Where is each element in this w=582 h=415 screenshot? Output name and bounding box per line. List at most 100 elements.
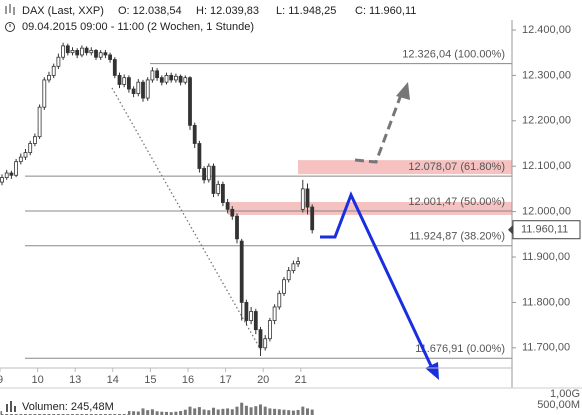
- fib-label: 12.078,07 (61.80%): [408, 161, 505, 173]
- candle-body: [61, 45, 65, 58]
- candle-body: [267, 320, 272, 340]
- candle-body: [65, 45, 70, 54]
- candle-body: [0, 177, 4, 183]
- candle-body: [84, 47, 89, 54]
- clock-icon: [5, 22, 15, 32]
- projection-down: [320, 191, 434, 369]
- candle-body: [263, 338, 268, 349]
- trend-layer: [111, 87, 263, 353]
- candle-body: [277, 292, 282, 308]
- candle-body: [230, 208, 235, 217]
- candle-body: [28, 143, 33, 153]
- subtitle: 09.04.2015 09:00 - 11:00 (2 Wochen, 1 St…: [22, 21, 254, 33]
- y-tick-label: 11.800,00: [522, 296, 570, 308]
- volume-bar: [160, 411, 164, 415]
- candle-body: [4, 172, 9, 178]
- arrowhead: [425, 362, 439, 380]
- volume-bar: [136, 411, 140, 415]
- projection-up: [354, 91, 404, 164]
- volume-bar: [221, 408, 225, 415]
- volume-bar: [296, 409, 300, 415]
- candle-body: [122, 77, 127, 85]
- volume-bar: [301, 406, 305, 415]
- volume-bar: [306, 408, 309, 415]
- volume-bar: [254, 406, 258, 415]
- volume-bar: [202, 409, 206, 415]
- y-tick-label: 12.100,00: [522, 160, 571, 172]
- candle-body: [89, 50, 94, 54]
- volume-bar: [268, 408, 272, 415]
- candle-body: [216, 183, 221, 194]
- candle-body: [14, 161, 19, 176]
- trend-line: [111, 87, 263, 353]
- volume-bar: [132, 411, 136, 415]
- last-price-label: 11.960,11: [521, 224, 568, 236]
- candle-body: [98, 52, 103, 58]
- candle-body: [169, 74, 174, 81]
- candle-body: [150, 70, 155, 81]
- arrowhead: [396, 82, 410, 100]
- candle-body: [239, 240, 244, 303]
- y-tick-label: 12.200,00: [522, 115, 571, 127]
- volume-legend-bg: [2, 398, 128, 414]
- candle-body: [136, 81, 141, 94]
- volume-bar: [249, 407, 253, 415]
- candle-body: [197, 143, 202, 169]
- fib-label: 11.676,91 (0.00%): [415, 343, 505, 355]
- candle-body: [220, 183, 225, 203]
- candle-body: [33, 136, 37, 144]
- volume-tick-label: 500,00M: [537, 399, 580, 411]
- y-tick-label: 12.000,00: [522, 206, 571, 218]
- volume-bar: [235, 406, 239, 415]
- candle-body: [18, 156, 23, 163]
- candles-layer: [0, 42, 315, 356]
- candle-body: [42, 79, 47, 108]
- candle-body: [103, 52, 108, 56]
- candle-body: [51, 65, 56, 76]
- volume-bar: [183, 409, 187, 415]
- candle-body: [117, 74, 122, 85]
- candle-body: [164, 74, 169, 83]
- ohlc-label: O: 12.038,54: [118, 5, 182, 17]
- fib-label: 12.001,47 (50.00%): [408, 196, 505, 208]
- candle-body: [272, 306, 277, 321]
- x-tick-label: 13: [69, 374, 81, 386]
- candle-body: [286, 270, 291, 281]
- fib-label: 11.924,87 (38.20%): [409, 231, 505, 243]
- volume-bar: [244, 405, 248, 415]
- candle-body: [145, 79, 150, 99]
- fib-zone: [298, 160, 512, 175]
- volume-bar: [127, 411, 131, 415]
- candle-body: [9, 172, 14, 176]
- ohlc-label: H: 12.039,83: [196, 5, 259, 17]
- candle-body: [127, 77, 131, 90]
- volume-bar: [174, 411, 178, 415]
- candle-body: [173, 75, 178, 81]
- y-tick-label: 11.700,00: [522, 342, 570, 354]
- x-tick-label: 9: [0, 374, 3, 386]
- volume-bar: [146, 410, 150, 415]
- candle-body: [75, 50, 80, 56]
- candle-body: [258, 329, 263, 349]
- candle-body: [141, 81, 145, 99]
- candle-body: [159, 77, 164, 83]
- volume-tick-label: 1,00G: [550, 388, 580, 400]
- candle-body: [155, 70, 160, 79]
- volume-bar: [287, 410, 291, 415]
- volume-icon: [6, 404, 8, 412]
- candle-body: [211, 165, 216, 194]
- volume-bar: [207, 410, 211, 415]
- ohlc-label: L: 11.948,25: [276, 5, 336, 17]
- volume-bar: [150, 409, 154, 415]
- x-tick-label: 16: [182, 374, 194, 386]
- candle-body: [206, 165, 211, 181]
- fib-label: 12.326,04 (100.00%): [402, 48, 505, 60]
- title: DAX (Last, XXP): [22, 5, 104, 17]
- candle-body: [70, 50, 75, 54]
- volume-bar: [310, 409, 314, 415]
- candle-body: [112, 59, 117, 76]
- volume-bar: [259, 404, 262, 415]
- volume-bar: [273, 408, 277, 415]
